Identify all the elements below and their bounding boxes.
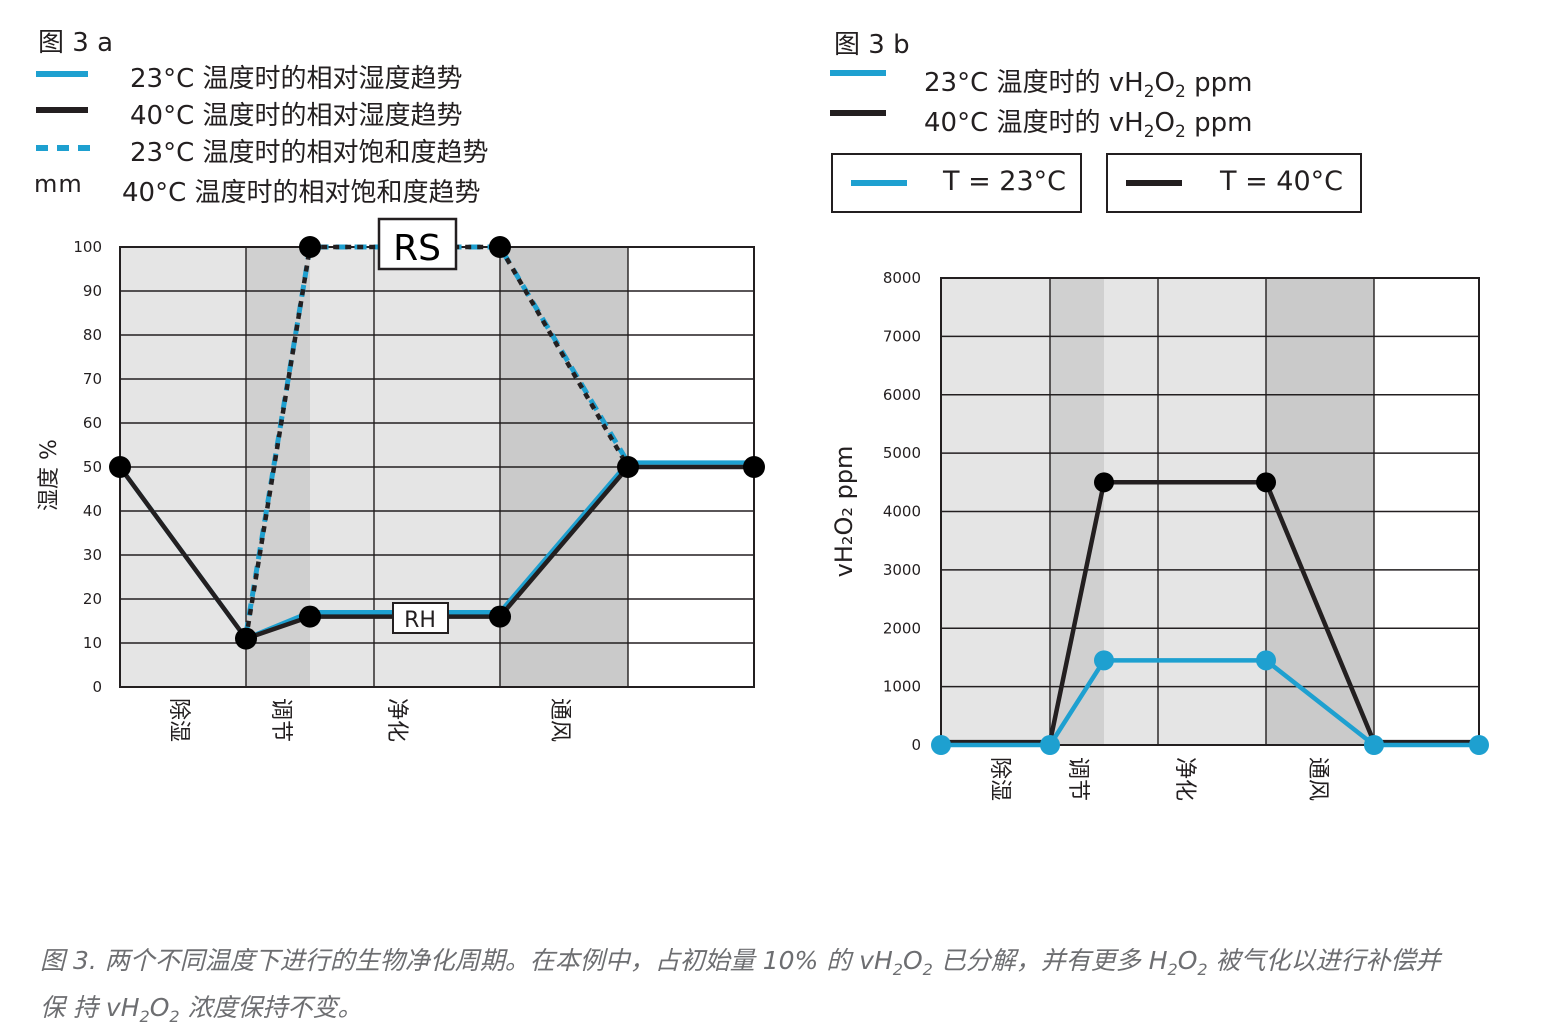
y-tick-label: 40	[83, 502, 102, 520]
data-point	[1094, 650, 1114, 671]
phase-label: 除湿	[987, 757, 1012, 801]
legend-label: 23°C 温度时的相对饱和度趋势	[130, 138, 489, 168]
phase-label: 通风	[1305, 757, 1330, 801]
phase-label: 净化	[1172, 757, 1197, 801]
y-tick-label: 90	[83, 282, 102, 300]
data-point	[1469, 735, 1489, 755]
y-tick-label: 5000	[883, 444, 921, 462]
temp-box-23: T = 23°C	[831, 153, 1082, 213]
rs-label-box	[377, 217, 458, 271]
y-tick-label: 70	[83, 370, 102, 388]
data-point	[1094, 472, 1114, 493]
data-point	[1256, 472, 1276, 493]
data-point	[109, 456, 131, 478]
y-tick-label: 2000	[883, 619, 921, 637]
y-tick-label: 60	[83, 414, 102, 432]
legend-line-swatch	[36, 71, 88, 77]
data-point	[743, 456, 765, 478]
series-line	[941, 480, 1479, 745]
data-point	[489, 236, 511, 258]
temp-box-swatch	[1126, 180, 1182, 186]
plot-frame	[940, 277, 1480, 746]
temp-box-label: T = 23°C	[943, 166, 1066, 197]
y-tick-label: 3000	[883, 561, 921, 579]
figure-caption: 图 3. 两个不同温度下进行的生物净化周期。在本例中，占初始量 10% 的 vH…	[40, 942, 1540, 1036]
figure-b-title: 图 3 b	[834, 30, 910, 60]
y-tick-label: 7000	[883, 327, 921, 345]
data-point	[931, 735, 951, 755]
y-tick-label: 0	[911, 736, 921, 754]
chart-b: 0 1000 2000 3000 4000 5000 6000 7000 8000 vH₂O₂ p…	[830, 269, 1489, 801]
legend-line-swatch	[830, 110, 886, 116]
chart-a: 0 10 20 30 40 50 60 70 80 90 100 湿度 % 除湿 调节 净化 通风 RS RH	[37, 217, 765, 742]
data-point	[299, 236, 321, 258]
rs-label: RS	[393, 228, 441, 269]
y-axis-label: 湿度 %	[37, 439, 62, 511]
phase-label: 净化	[384, 698, 409, 742]
rh-label: RH	[404, 608, 436, 633]
data-point	[489, 605, 511, 628]
legend-label: 40°C 温度时的 vH2O2 ppm	[924, 108, 1253, 143]
data-point	[1364, 735, 1384, 755]
legend-line-swatch	[830, 70, 886, 76]
temp-box-swatch	[851, 180, 907, 186]
temp-box-label: T = 40°C	[1220, 166, 1343, 197]
legend-dash-swatch	[36, 145, 90, 151]
caption-line-2: 保 持 vH2O2 浓度保持不变。	[40, 993, 363, 1026]
y-tick-label: 8000	[883, 269, 921, 287]
data-point	[1040, 735, 1060, 755]
y-tick-label: 6000	[883, 386, 921, 404]
y-tick-label: 20	[83, 590, 102, 608]
phase-label: 通风	[547, 698, 572, 742]
legend-label: 23°C 温度时的 vH2O2 ppm	[924, 68, 1253, 103]
phase-label: 调节	[268, 698, 293, 742]
phase-label: 除湿	[166, 698, 191, 742]
y-tick-label: 0	[92, 678, 102, 696]
rh-label-box	[392, 602, 449, 634]
figure-a-title: 图 3 a	[38, 28, 114, 58]
y-tick-label: 50	[83, 458, 102, 476]
y-tick-label: 100	[73, 238, 102, 256]
y-tick-label: 10	[83, 634, 102, 652]
data-point	[617, 456, 639, 478]
caption-line-1: 图 3. 两个不同温度下进行的生物净化周期。在本例中，占初始量 10% 的 vH…	[40, 946, 1441, 979]
y-tick-label: 4000	[883, 503, 921, 521]
y-tick-label: 30	[83, 546, 102, 564]
series-line	[941, 658, 1479, 748]
phase-label: 调节	[1065, 757, 1090, 801]
data-point	[235, 627, 257, 650]
legend-label: 40°C 温度时的相对饱和度趋势	[122, 178, 481, 208]
legend-label: 40°C 温度时的相对湿度趋势	[130, 101, 463, 131]
data-point	[299, 605, 321, 628]
y-tick-label: 80	[83, 326, 102, 344]
temp-box-40: T = 40°C	[1106, 153, 1362, 213]
y-axis-label: vH₂O₂ ppm	[830, 446, 858, 578]
legend-mm-swatch: mm	[34, 170, 83, 198]
legend-label: 23°C 温度时的相对湿度趋势	[130, 64, 463, 94]
y-tick-label: 1000	[883, 678, 921, 696]
data-point	[1256, 650, 1276, 671]
legend-line-swatch	[36, 107, 88, 113]
